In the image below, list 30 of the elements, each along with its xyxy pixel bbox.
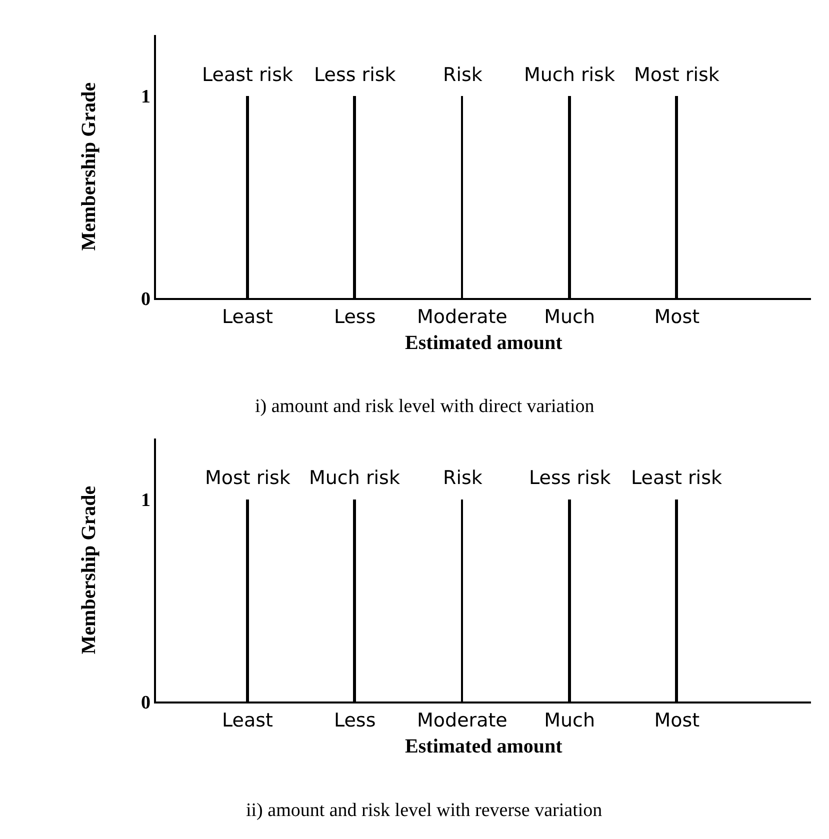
x-tick-label: Least bbox=[222, 306, 273, 328]
annotation: Less risk bbox=[314, 64, 396, 86]
annotation: Most risk bbox=[205, 467, 290, 489]
x-tick-label: Much bbox=[544, 709, 596, 732]
annotation: Least risk bbox=[631, 467, 722, 489]
x-tick-label: Less bbox=[334, 709, 376, 732]
annotation: Much risk bbox=[309, 467, 400, 489]
annotation: Much risk bbox=[524, 64, 615, 86]
annotation: Least risk bbox=[202, 64, 293, 86]
annotation: Most risk bbox=[634, 64, 720, 86]
y-tick-label: 0 bbox=[140, 692, 150, 714]
x-tick-label: Most bbox=[654, 306, 700, 328]
y-tick-label: 0 bbox=[140, 288, 150, 310]
y-axis-title: Membership Grade bbox=[78, 82, 100, 251]
x-tick-label: Moderate bbox=[417, 709, 508, 732]
annotation: Risk bbox=[443, 467, 482, 489]
text: ii) amount and risk level with reverse variation bbox=[246, 800, 603, 821]
x-tick-label: Least bbox=[222, 709, 273, 732]
y-axis-title: Membership Grade bbox=[78, 486, 100, 654]
y-tick-label: 1 bbox=[140, 490, 150, 511]
x-tick-label: Moderate bbox=[417, 306, 508, 328]
annotation: Risk bbox=[443, 64, 482, 86]
annotation: Less risk bbox=[529, 467, 611, 489]
x-axis-title: Estimated amount bbox=[405, 332, 563, 354]
y-tick-label: 1 bbox=[140, 86, 150, 108]
x-tick-label: Much bbox=[544, 306, 596, 328]
text: i) amount and risk level with direct variation bbox=[255, 396, 595, 417]
x-axis-title: Estimated amount bbox=[405, 735, 563, 758]
x-tick-label: Most bbox=[654, 709, 700, 732]
x-tick-label: Less bbox=[334, 306, 376, 328]
